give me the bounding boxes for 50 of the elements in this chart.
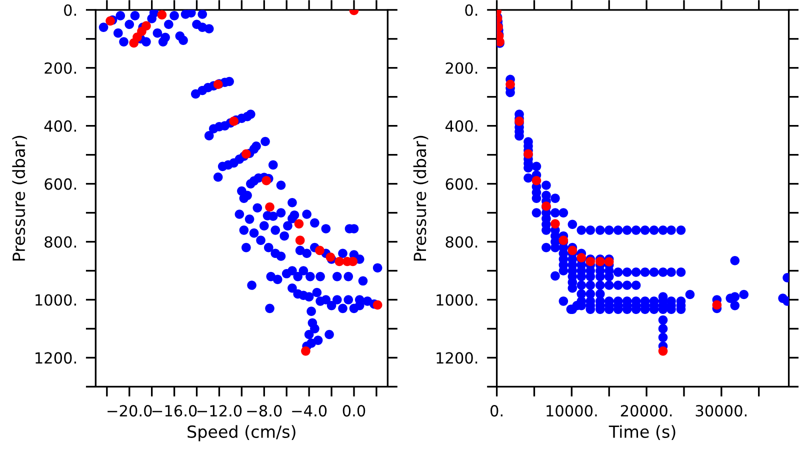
point — [229, 116, 238, 126]
x-tick-label: 0.0 — [342, 405, 366, 417]
y-tick-label: 600. — [44, 178, 76, 190]
y-axis-title: Pressure (dbar) — [413, 136, 428, 260]
point — [242, 149, 251, 159]
y-tick-label: 1200. — [436, 352, 478, 364]
y-axis-title: Pressure (dbar) — [12, 136, 28, 260]
y-tick-label: 1000. — [36, 294, 76, 306]
y-tick-label: 0. — [465, 4, 478, 16]
x-tick-label: 0. — [490, 405, 502, 417]
point — [157, 10, 167, 20]
y-tick-label: 800. — [44, 236, 76, 248]
x-tick-label: −8.0 — [247, 405, 282, 417]
point — [586, 256, 596, 266]
point — [595, 256, 605, 266]
x-tick-label: −4.0 — [292, 405, 327, 417]
point — [106, 16, 115, 26]
y-tick-label: 400. — [44, 120, 76, 132]
y-tick-label: 1200. — [36, 352, 76, 364]
point — [315, 246, 324, 256]
y-tick-label: 800. — [446, 236, 478, 248]
point — [129, 38, 139, 48]
point — [550, 219, 560, 228]
y-tick-label: 1000. — [436, 294, 478, 306]
point — [326, 252, 336, 262]
x-tick-label: 20000. — [620, 405, 672, 417]
point — [532, 176, 542, 186]
point — [265, 202, 274, 212]
point — [712, 300, 722, 310]
point — [294, 219, 304, 228]
point — [506, 80, 515, 90]
y-tick-label: 200. — [446, 62, 478, 74]
x-axis-title: Speed (cm/s) — [188, 425, 296, 442]
x-tick-label: 30000. — [696, 405, 746, 417]
y-tick-label: 0. — [64, 4, 76, 16]
y-tick-label: 200. — [44, 62, 76, 74]
point — [301, 346, 310, 356]
point — [658, 346, 668, 356]
y-tick-label: 400. — [445, 120, 478, 132]
point — [295, 236, 305, 245]
point — [604, 257, 614, 266]
x-tick-label: −20.0 — [108, 405, 152, 417]
point — [568, 246, 578, 256]
x-tick-label: −16.0 — [152, 405, 197, 417]
y-tick-label: 600. — [446, 178, 478, 190]
x-tick-label: −12.0 — [197, 405, 242, 417]
x-tick-label: 10000. — [546, 405, 597, 417]
point — [372, 300, 382, 310]
x-axis-title: Time (s) — [608, 425, 676, 440]
point — [334, 256, 344, 266]
